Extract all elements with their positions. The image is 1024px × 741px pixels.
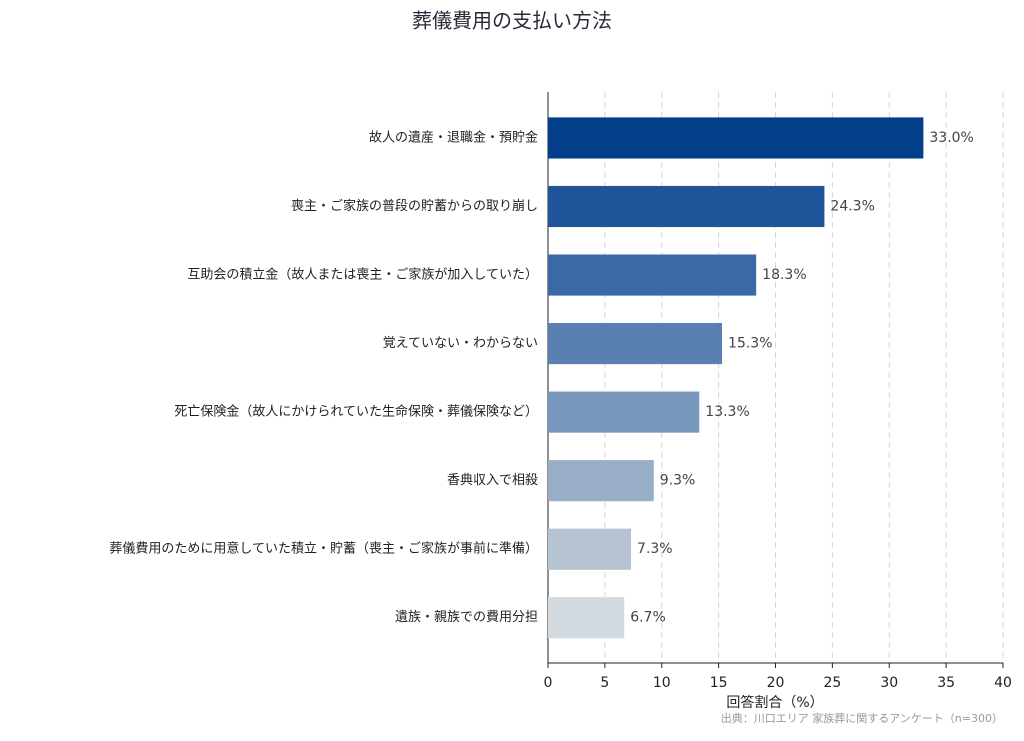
x-tick-label: 10 bbox=[653, 675, 671, 691]
value-label: 24.3% bbox=[830, 199, 874, 215]
bar bbox=[548, 254, 757, 296]
bar bbox=[548, 528, 632, 570]
value-label: 13.3% bbox=[705, 404, 749, 420]
x-tick-label: 0 bbox=[544, 675, 553, 691]
x-tick-label: 5 bbox=[600, 675, 609, 691]
value-label: 7.3% bbox=[637, 541, 673, 557]
value-label: 15.3% bbox=[728, 336, 772, 352]
y-tick-label: 覚えていない・わからない bbox=[383, 336, 538, 351]
bar bbox=[548, 597, 625, 639]
bar bbox=[548, 323, 723, 365]
x-tick-label: 25 bbox=[823, 675, 841, 691]
y-tick-label: 葬儀費用のために用意していた積立・貯蓄（喪主・ご家族が事前に準備） bbox=[109, 541, 538, 557]
chart-title: 葬儀費用の支払い方法 bbox=[412, 9, 612, 33]
x-tick-label: 20 bbox=[767, 675, 785, 691]
bar bbox=[548, 117, 924, 159]
value-label: 33.0% bbox=[929, 130, 973, 146]
source-note: 出典：川口エリア 家族葬に関するアンケート（n=300） bbox=[721, 711, 1003, 725]
bar bbox=[548, 460, 654, 502]
x-tick-label: 30 bbox=[880, 675, 898, 691]
value-label: 9.3% bbox=[660, 473, 696, 489]
y-tick-label: 互助会の積立金（故人または喪主・ご家族が加入していた） bbox=[187, 267, 538, 283]
y-tick-label: 喪主・ご家族の普段の貯蓄からの取り崩し bbox=[291, 198, 538, 214]
x-tick-label: 40 bbox=[994, 675, 1012, 691]
y-tick-label: 遺族・親族での費用分担 bbox=[395, 609, 538, 625]
x-tick-label: 35 bbox=[937, 675, 955, 691]
y-tick-label: 故人の遺産・退職金・預貯金 bbox=[369, 129, 538, 145]
y-tick-label: 香典収入で相殺 bbox=[447, 473, 538, 488]
value-label: 18.3% bbox=[762, 267, 806, 283]
bar bbox=[548, 185, 825, 228]
y-tick-label: 死亡保険金（故人にかけられていた生命保険・葬儀保険など） bbox=[174, 404, 538, 420]
value-label: 6.7% bbox=[630, 610, 666, 626]
bar bbox=[548, 391, 700, 433]
x-axis-label: 回答割合（%） bbox=[726, 694, 823, 711]
x-tick-label: 15 bbox=[710, 675, 728, 691]
